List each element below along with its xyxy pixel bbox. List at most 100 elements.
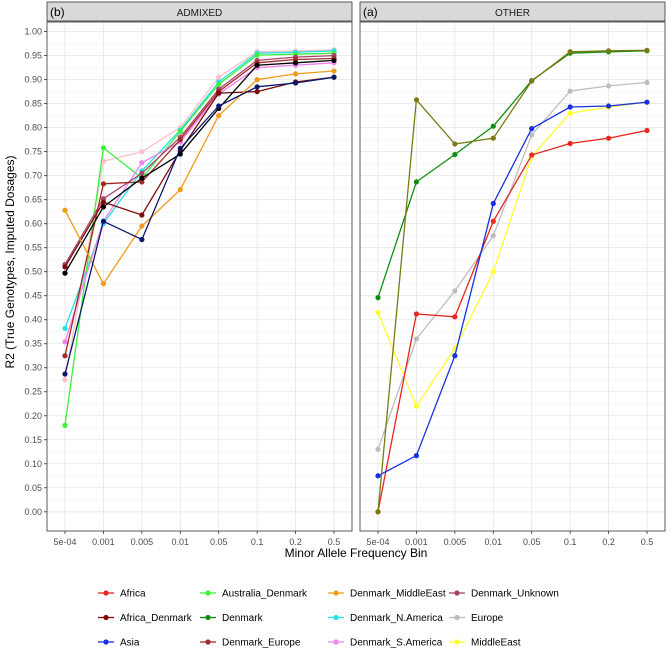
series-line [64,62,335,342]
data-point [452,288,458,294]
legend: AfricaAfrica_DenmarkAsiaAsia_DenmarkAust… [98,589,559,649]
data-point [331,57,337,64]
data-point [254,89,260,95]
y-tick-label: 0.15 [24,435,42,445]
panel-other: OTHER (a) [359,1,666,532]
panel-background [47,22,352,531]
data-point [375,473,381,479]
data-point [375,446,381,452]
series-line [377,50,648,298]
data-point [139,170,145,176]
data-point [254,77,260,83]
legend-key-point [333,614,339,621]
data-point [452,353,458,359]
data-point [100,204,107,210]
data-point [216,74,222,80]
data-point [567,110,573,116]
data-point [139,175,145,181]
series-denmark-greenland [62,57,337,276]
data-point [529,78,535,84]
data-point [331,68,337,74]
legend-key-point [454,639,460,645]
data-point [375,295,381,301]
y-tick-label: 0.80 [24,123,42,133]
data-point [62,353,68,359]
data-point [331,74,337,80]
data-point [62,371,68,377]
series-line [64,70,335,285]
data-point [413,311,420,317]
legend-key-point [205,614,211,621]
series-denmark-middleeast [62,68,337,287]
legend-item-denmark-s-america: Denmark_S.America [328,638,443,649]
data-point [567,49,573,55]
legend-label: Denmark_N.America [350,613,443,624]
legend-key-point [103,590,109,596]
panel-strip-label: ADMIXED [177,8,223,19]
x-tick-label: 0.001 [92,537,115,547]
series-asia [375,99,650,479]
x-tick-label: 0.01 [172,537,190,547]
x-axis-title: Minor Allele Frequency Bin [285,546,428,560]
y-tick-label: 0.10 [24,459,42,469]
data-point [529,132,535,138]
y-tick-label: 0.25 [24,387,42,397]
data-point [254,52,260,58]
series-scandinavia [375,47,650,515]
data-point [139,236,145,243]
legend-item-denmark-unknown: Denmark_Unknown [449,589,559,600]
data-point [490,200,496,207]
data-point [529,152,535,158]
data-point [413,403,420,409]
legend-item-africa-denmark: Africa_Denmark [98,613,193,624]
data-point [216,90,222,96]
legend-key-point [103,639,109,645]
data-point [139,179,145,185]
data-point [292,60,299,66]
y-tick-label: 0.60 [24,219,42,229]
data-point [490,218,496,224]
panel-strip [46,1,353,22]
data-point [644,127,650,134]
panel-background [360,22,665,531]
x-tick-label: 0.5 [641,537,654,547]
y-tick-label: 0.65 [24,195,42,205]
data-point [139,149,145,155]
x-axis: 5e-04 0.001 0.005 0.01 0.05 0.1 0.2 0.5 5e-04 0.0… [53,531,653,547]
data-point [100,218,107,224]
y-tick-label: 0.50 [24,267,42,277]
legend-item-africa: Africa [98,589,146,600]
data-point [644,99,650,105]
series-line [377,101,648,408]
data-point [254,62,260,68]
data-point [177,145,183,151]
y-tick-label: 0.00 [24,507,42,517]
x-tick-label: 0.05 [210,537,228,547]
series-line [377,81,648,450]
x-tick-label: 0.1 [251,537,264,547]
x-tick-label: 0.001 [405,537,428,547]
series-asia-denmark [62,74,337,377]
legend-label: Denmark_S.America [350,638,443,649]
legend-label: MiddleEast [471,638,521,649]
y-tick-label: 0.30 [24,363,42,373]
y-tick-label: 0.70 [24,171,42,181]
data-point [413,336,420,342]
data-point [567,88,573,94]
legend-key-point [454,590,460,596]
data-point [490,135,496,141]
data-point [292,80,299,86]
data-point [644,79,650,86]
series-line [377,49,648,512]
x-tick-label: 0.5 [328,537,341,547]
data-point [452,141,458,147]
y-tick-label: 0.75 [24,147,42,157]
panel-border [359,21,666,532]
y-tick-label: 0.40 [24,315,42,325]
data-point [644,47,650,53]
legend-item-denmark-middleeast: Denmark_MiddleEast [328,589,446,600]
legend-item-middleeast: MiddleEast [449,638,521,649]
panel-strip-label: OTHER [495,8,530,19]
x-tick-label: 5e-04 [53,537,76,547]
legend-label: Africa [120,589,146,600]
